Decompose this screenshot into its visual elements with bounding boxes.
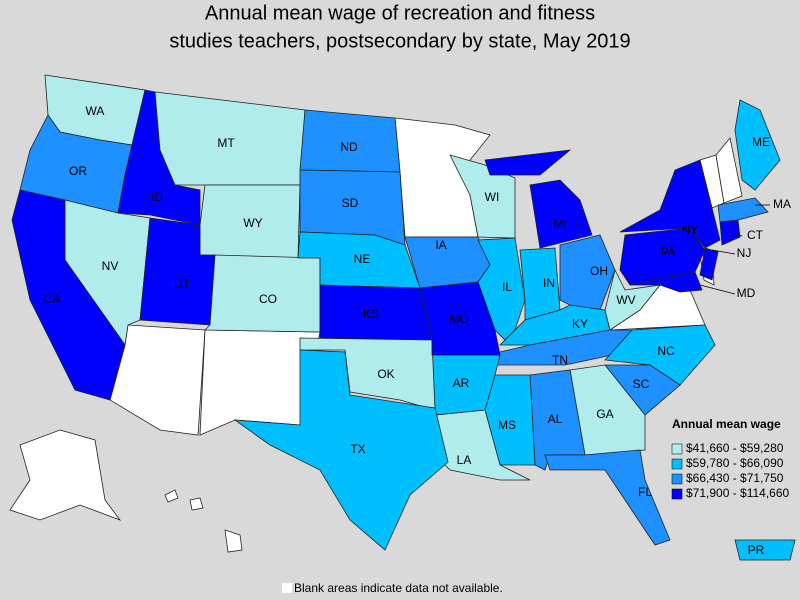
state-shape	[419, 281, 501, 356]
state-label: WI	[485, 190, 500, 204]
state-label: GA	[596, 407, 613, 421]
state-shape	[494, 329, 633, 366]
legend-label: $41,660 - $59,280	[686, 441, 784, 455]
state-labels: WA OR ID MT ND WY SD NV UT CO NE KS CA WI IA IL MI IN OH KY…	[44, 104, 791, 557]
state-label: MI	[553, 217, 566, 231]
footnote: Blank areas indicate data not available.	[294, 581, 503, 595]
leader-line	[729, 231, 743, 237]
state-label: MA	[773, 197, 791, 211]
legend-label: $71,900 - $114,660	[686, 486, 790, 500]
legend-swatch	[671, 473, 683, 485]
state-label: ME	[752, 135, 770, 149]
state-label: TN	[552, 353, 568, 367]
state-shape	[189, 497, 204, 511]
legend-swatch	[671, 458, 683, 470]
state-label: NY	[682, 223, 699, 237]
state-label: IL	[502, 280, 512, 294]
state-label: KS	[363, 307, 379, 321]
state-label: WV	[616, 293, 635, 307]
state-label: NE	[354, 252, 371, 266]
state-label: CO	[259, 292, 277, 306]
state-label: SC	[633, 377, 650, 391]
state-shape	[164, 489, 179, 503]
state-shape	[9, 429, 122, 521]
state-label: LA	[457, 453, 472, 467]
state-label: AL	[548, 412, 563, 426]
state-label: WY	[243, 216, 262, 230]
state-shape	[484, 149, 593, 249]
state-shape	[629, 271, 703, 293]
legend-label: $66,430 - $71,750	[686, 471, 784, 485]
state-label: MO	[449, 312, 468, 326]
state-shape	[224, 529, 243, 553]
state-label: SD	[342, 196, 359, 210]
state-label: PR	[748, 543, 765, 557]
legend-swatch	[671, 488, 683, 500]
state-label: AR	[453, 376, 470, 390]
state-label: ND	[340, 140, 358, 154]
state-label: FL	[638, 485, 652, 499]
state-shape	[734, 539, 796, 561]
state-label: MS	[498, 418, 516, 432]
state-shape	[715, 137, 743, 204]
leader-lines	[699, 204, 770, 295]
state-shape	[544, 449, 671, 546]
state-shape	[734, 99, 781, 191]
state-shape	[404, 236, 491, 289]
states	[11, 74, 796, 561]
state-label: OR	[69, 164, 87, 178]
state-label: OH	[590, 264, 608, 278]
state-shape	[233, 349, 449, 551]
state-label: TX	[350, 442, 365, 456]
state-label: NJ	[737, 246, 752, 260]
state-label: IN	[543, 276, 555, 290]
state-shape	[11, 189, 126, 401]
leader-line	[711, 249, 736, 255]
state-label: CT	[747, 228, 764, 242]
legend-title: Annual mean wage	[672, 417, 781, 431]
title-line: Annual mean wage of recreation and fitne…	[205, 2, 595, 24]
state-shape	[719, 219, 741, 246]
footnote-swatch	[282, 583, 292, 593]
legend-swatch	[671, 443, 683, 455]
state-label: MD	[737, 286, 756, 300]
state-shape	[477, 237, 526, 346]
state-label: IA	[435, 238, 446, 252]
state-label: KY	[572, 317, 588, 331]
state-label: CA	[44, 292, 61, 306]
legend: $41,660 - $59,280$59,780 - $66,090$66,43…	[671, 441, 790, 500]
state-label: UT	[174, 277, 191, 291]
state-label: MT	[217, 136, 235, 150]
state-shape	[717, 197, 769, 223]
state-label: WA	[86, 104, 105, 118]
state-label: OK	[377, 367, 394, 381]
state-label: NC	[657, 344, 675, 358]
legend-label: $59,780 - $66,090	[686, 456, 784, 470]
leader-line	[699, 284, 736, 295]
title-line: studies teachers, postsecondary by state…	[169, 30, 630, 52]
state-label: PA	[660, 245, 675, 259]
state-label: ID	[151, 190, 163, 204]
state-label: NV	[102, 259, 119, 273]
